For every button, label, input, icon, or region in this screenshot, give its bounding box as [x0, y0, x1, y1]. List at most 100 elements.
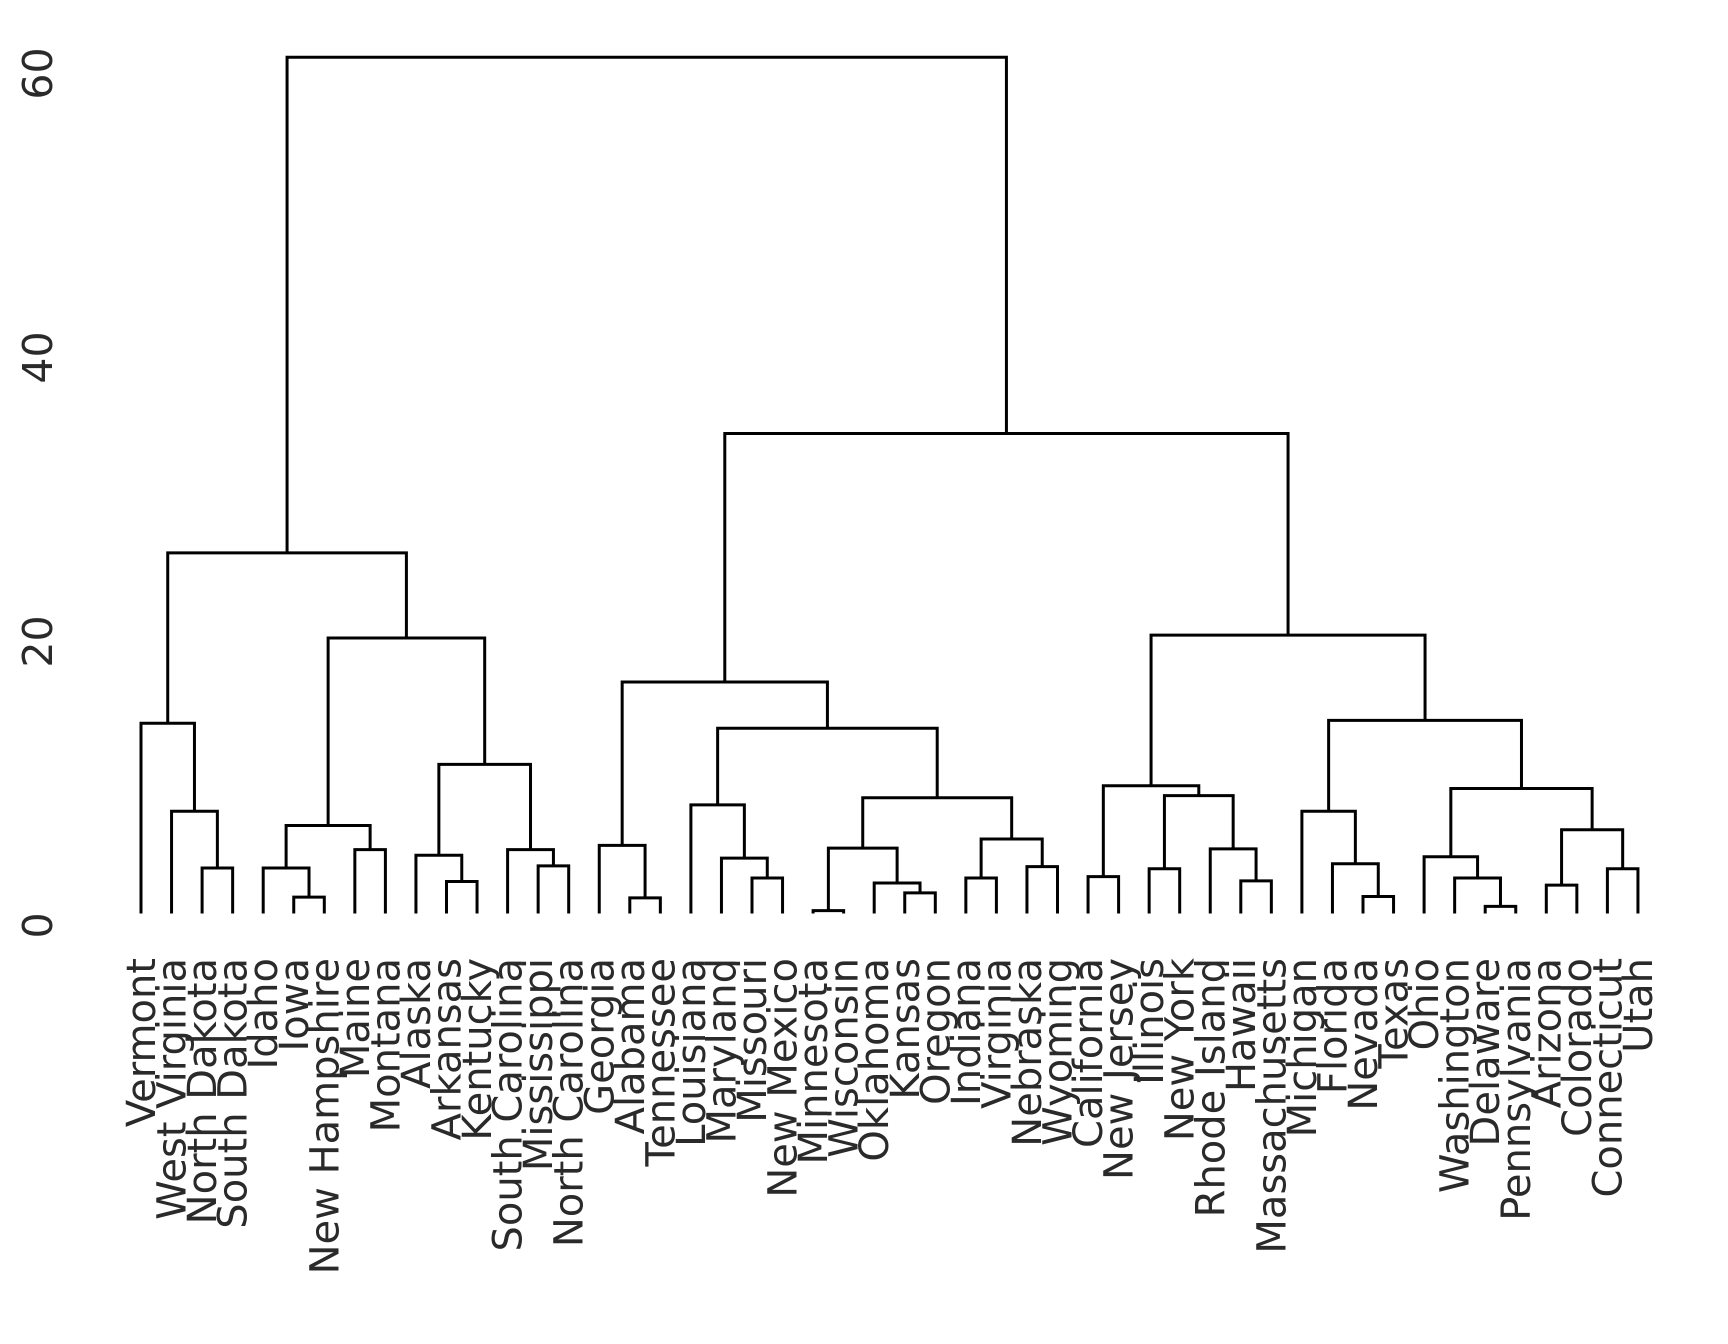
- leaf-label: California: [1066, 958, 1112, 1148]
- leaf-label: New Mexico: [761, 958, 807, 1198]
- leaf-label: Maine: [333, 958, 379, 1078]
- dendrogram-link: [597, 843, 647, 914]
- leaf-label: Alabama: [608, 958, 654, 1134]
- leaf-label: Montana: [363, 958, 409, 1132]
- y-axis-tick-label: 60: [14, 47, 62, 99]
- leaf-label: Idaho: [241, 958, 287, 1070]
- leaf-label: Michigan: [1280, 958, 1326, 1137]
- dendrogram-link: [1453, 876, 1502, 914]
- leaf-label: New Jersey: [1097, 958, 1143, 1180]
- leaf-label: Colorado: [1555, 958, 1601, 1137]
- leaf-label: Missouri: [730, 958, 776, 1123]
- y-axis-tick-label: 20: [14, 615, 62, 667]
- y-axis-tick-label: 40: [14, 331, 62, 383]
- dendrogram-link: [620, 680, 829, 846]
- y-axis-tick-label: 0: [14, 912, 62, 938]
- leaf-label: Oklahoma: [852, 958, 898, 1162]
- dendrogram-link: [1149, 633, 1427, 786]
- leaf-label: Mississippi: [516, 958, 562, 1171]
- dendrogram-link: [1162, 794, 1235, 869]
- dendrogram-link: [261, 866, 311, 914]
- leaf-label: Utah: [1616, 958, 1662, 1053]
- dendrogram-link: [750, 876, 785, 914]
- leaf-label: Oregon: [913, 958, 959, 1105]
- leaf-label: Kentucky: [455, 958, 501, 1141]
- dendrogram-link: [1605, 867, 1640, 914]
- dendrogram-link: [326, 636, 487, 826]
- leaf-label: Nevada: [1341, 958, 1387, 1111]
- dendrogram-link: [1560, 828, 1625, 886]
- leaf-label: Massachusetts: [1249, 958, 1295, 1254]
- leaf-label: New York: [1158, 957, 1204, 1141]
- dendrogram-link: [979, 837, 1044, 878]
- leaf-label: Maryland: [699, 958, 745, 1144]
- dendrogram-link: [437, 762, 533, 856]
- dendrogram-link: [628, 896, 662, 914]
- leaf-label: Connecticut: [1585, 958, 1631, 1198]
- leaf-label: Ohio: [1402, 958, 1448, 1050]
- leaf-label: Rhode Island: [1188, 958, 1234, 1217]
- leaf-label: Delaware: [1463, 958, 1509, 1146]
- leaf-label: South Dakota: [211, 958, 257, 1229]
- dendrogram-link: [826, 846, 899, 911]
- dendrogram-link: [964, 876, 998, 914]
- leaf-label: North Dakota: [180, 958, 226, 1224]
- leaf-label: Florida: [1310, 958, 1356, 1094]
- leaf-label: West Virginia: [150, 958, 196, 1220]
- dendrogram-link: [536, 864, 571, 914]
- dendrogram-link: [723, 432, 1290, 683]
- dendrogram-link: [719, 856, 769, 914]
- dendrogram-link: [1544, 883, 1579, 914]
- dendrogram-link: [1449, 787, 1594, 857]
- dendrogram-link: [1025, 865, 1059, 914]
- leaf-label: Minnesota: [791, 958, 837, 1164]
- dendrogram-link: [1086, 875, 1121, 914]
- leaf-label: Wyoming: [1036, 958, 1082, 1146]
- leaf-label: Vermont: [119, 958, 165, 1127]
- leaf-label: Arizona: [1524, 958, 1570, 1108]
- leaf-label: Indiana: [944, 958, 990, 1106]
- dendrogram-link: [445, 880, 479, 914]
- leaf-label: Alaska: [394, 958, 440, 1089]
- dendrogram-link: [1239, 879, 1273, 914]
- leaf-label: Illinois: [1127, 958, 1173, 1085]
- dendrogram-link: [506, 848, 555, 914]
- dendrogram-link: [811, 909, 846, 914]
- dendrogram-link: [200, 866, 235, 914]
- dendrogram-link: [903, 891, 937, 914]
- leaf-label: New Hampshire: [302, 958, 348, 1274]
- leaf-label: Kansas: [883, 958, 929, 1100]
- leaf-label: Texas: [1372, 958, 1418, 1070]
- leaf-label: Pennsylvania: [1494, 958, 1540, 1221]
- dendrogram-link: [1101, 784, 1201, 877]
- leaf-label: Hawaii: [1219, 958, 1265, 1092]
- dendrogram-link: [285, 55, 1008, 553]
- leaf-label: North Carolina: [547, 958, 593, 1247]
- dendrogram-link: [414, 853, 464, 914]
- leaf-label: Louisiana: [669, 958, 715, 1147]
- dendrogram-link: [292, 895, 326, 914]
- leaf-label: Georgia: [577, 958, 623, 1115]
- dendrogram-link: [1327, 718, 1523, 812]
- leaf-label: Tennessee: [638, 958, 684, 1167]
- leaf-label: South Carolina: [486, 958, 532, 1252]
- dendrogram-link: [170, 809, 219, 914]
- dendrogram-link: [1147, 867, 1182, 914]
- dendrogram-link: [1483, 904, 1518, 914]
- dendrogram-link: [716, 726, 939, 805]
- leaf-label: Arkansas: [425, 958, 471, 1140]
- dendrogram-link: [1361, 894, 1396, 914]
- leaf-label: Virginia: [974, 958, 1020, 1109]
- leaf-label: Wisconsin: [822, 958, 868, 1158]
- leaf-label: Nebraska: [1005, 958, 1051, 1147]
- dendrogram-link: [353, 848, 387, 914]
- dendrogram-link: [284, 823, 372, 869]
- dendrogram-link: [139, 721, 196, 914]
- dendrogram-link: [872, 881, 922, 914]
- leaf-label: Washington: [1433, 958, 1479, 1193]
- dendrogram-link: [1330, 862, 1380, 914]
- leaf-label: Iowa: [272, 958, 318, 1052]
- dendrogram-link: [1422, 855, 1480, 914]
